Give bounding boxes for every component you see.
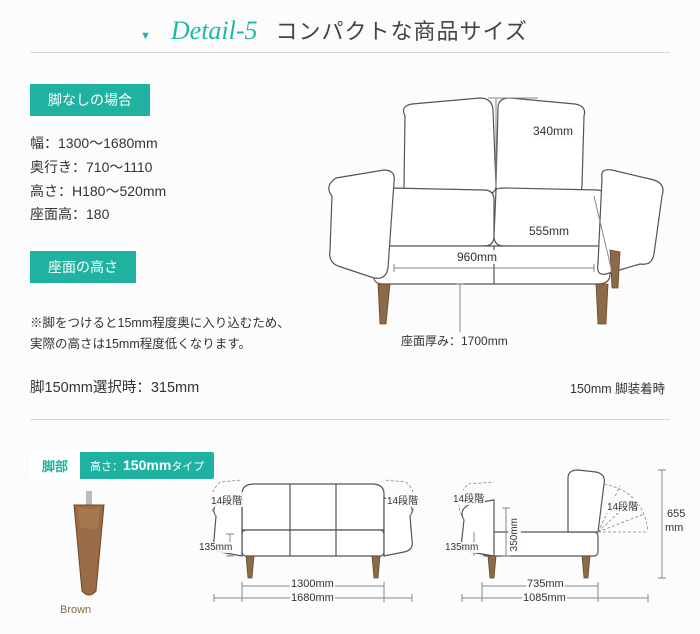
leg-type-prefix: 高さ： xyxy=(90,461,123,473)
spec-width: 幅：1300～1680mm xyxy=(30,132,320,156)
seat-height-tag: 座面の高さ xyxy=(30,251,136,283)
sofa-side-view: 14段階 14段階 350mm 135mm 735mm 1085mm 655 m… xyxy=(448,468,678,618)
sofa-main-diagram: 340mm 960mm 555mm 座面厚み：1700mm xyxy=(310,78,680,358)
spec-seat-height: 座面高：180 xyxy=(30,203,320,227)
sofa-front-view: 14段階 14段階 135mm 1300mm 1680mm xyxy=(198,468,428,618)
side-steps-arm: 14段階 xyxy=(452,490,485,505)
side-arm-h: 135mm xyxy=(444,542,479,553)
side-depth-outer: 1085mm xyxy=(522,592,567,604)
side-total-h: 655 xyxy=(666,508,686,520)
leg-illustration xyxy=(54,487,214,602)
leg-section: 脚部高さ：150mmタイプ Brown xyxy=(30,452,214,616)
section-divider xyxy=(30,419,670,420)
front-outer-w: 1680mm xyxy=(290,592,335,604)
header-arrow: ▼ xyxy=(140,30,151,42)
dim-seat-depth: 555mm xyxy=(528,224,570,238)
seat-note-line2: 実際の高さは15mm程度低くなります。 xyxy=(30,337,251,351)
leg-150-height: 脚150mm選択時：315mm xyxy=(30,376,320,397)
spec-height: 高さ：H180～520mm xyxy=(30,180,320,204)
legless-tag: 脚なしの場合 xyxy=(30,84,150,116)
side-total-h-unit: mm xyxy=(664,522,684,534)
leg-color-label: Brown xyxy=(60,604,214,616)
seat-note-line1: ※脚をつけると15mm程度奥に入り込むため、 xyxy=(30,316,290,330)
with-leg-note: 150mm 脚装着時 xyxy=(570,378,665,397)
front-steps-right: 14段階 xyxy=(386,492,419,507)
side-seat-h: 350mm xyxy=(508,518,521,551)
seat-note: ※脚をつけると15mm程度奥に入り込むため、 実際の高さは15mm程度低くなりま… xyxy=(30,313,320,356)
front-steps-left: 14段階 xyxy=(210,492,243,507)
section-header: ▼ Detail-5 コンパクトな商品サイズ xyxy=(140,14,528,46)
side-steps-back: 14段階 xyxy=(606,498,639,513)
dim-back-height: 340mm xyxy=(532,124,574,138)
header-divider xyxy=(30,52,670,53)
detail-number: Detail-5 xyxy=(171,16,258,46)
front-arm-h: 135mm xyxy=(198,542,233,553)
leg-type-value: 150mm xyxy=(123,457,171,473)
spec-depth: 奥行き：710～1110 xyxy=(30,156,320,180)
leg-label: 脚部 xyxy=(30,452,80,479)
front-inner-w: 1300mm xyxy=(290,578,335,590)
spec-column: 脚なしの場合 幅：1300～1680mm 奥行き：710～1110 高さ：H18… xyxy=(30,84,320,420)
dim-seat-thickness: 座面厚み：1700mm xyxy=(400,332,509,349)
page-title: コンパクトな商品サイズ xyxy=(276,14,528,46)
dim-seat-width: 960mm xyxy=(456,250,498,264)
side-depth-inner: 735mm xyxy=(526,578,565,590)
leg-type-label: 高さ：150mmタイプ xyxy=(80,452,214,479)
